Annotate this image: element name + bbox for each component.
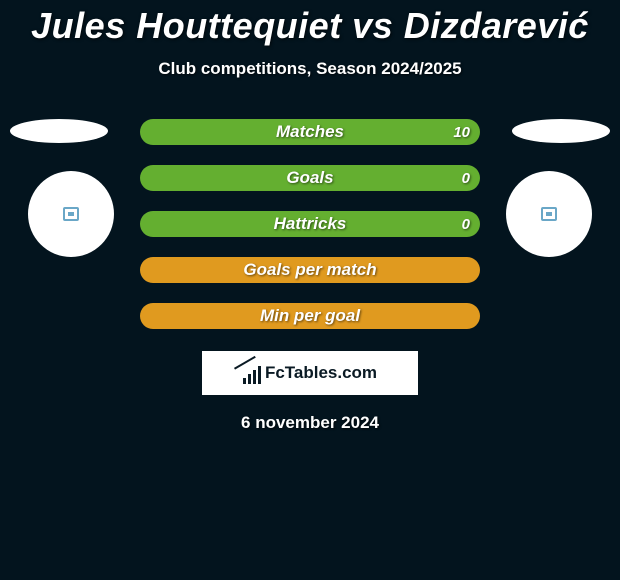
bar-label: Goals per match <box>243 260 376 280</box>
bar-label: Goals <box>286 168 333 188</box>
date-label: 6 november 2024 <box>0 413 620 433</box>
page-title: Jules Houttequiet vs Dizdarević <box>0 5 620 47</box>
page-subtitle: Club competitions, Season 2024/2025 <box>0 59 620 79</box>
comparison-card: Jules Houttequiet vs Dizdarević Club com… <box>0 0 620 433</box>
bar-goals: Goals 0 <box>140 165 480 191</box>
placeholder-image-icon <box>541 207 557 221</box>
player-right-ellipse <box>512 119 610 143</box>
player-right-avatar <box>506 171 592 257</box>
player-left-ellipse <box>10 119 108 143</box>
bar-label: Matches <box>276 122 344 142</box>
placeholder-image-icon <box>63 207 79 221</box>
bar-label: Min per goal <box>260 306 360 326</box>
content-area: Matches 10 Goals 0 Hattricks 0 Goals per… <box>0 119 620 433</box>
bar-hattricks: Hattricks 0 <box>140 211 480 237</box>
bar-label: Hattricks <box>274 214 347 234</box>
player-left-avatar <box>28 171 114 257</box>
stat-bars: Matches 10 Goals 0 Hattricks 0 Goals per… <box>140 119 480 329</box>
bar-value: 10 <box>453 124 470 141</box>
bar-min-per-goal: Min per goal <box>140 303 480 329</box>
bar-matches: Matches 10 <box>140 119 480 145</box>
bar-value: 0 <box>462 170 470 187</box>
bar-value: 0 <box>462 216 470 233</box>
bar-chart-icon <box>243 362 261 384</box>
bar-goals-per-match: Goals per match <box>140 257 480 283</box>
brand-text: FcTables.com <box>265 363 377 383</box>
brand-badge[interactable]: FcTables.com <box>202 351 418 395</box>
